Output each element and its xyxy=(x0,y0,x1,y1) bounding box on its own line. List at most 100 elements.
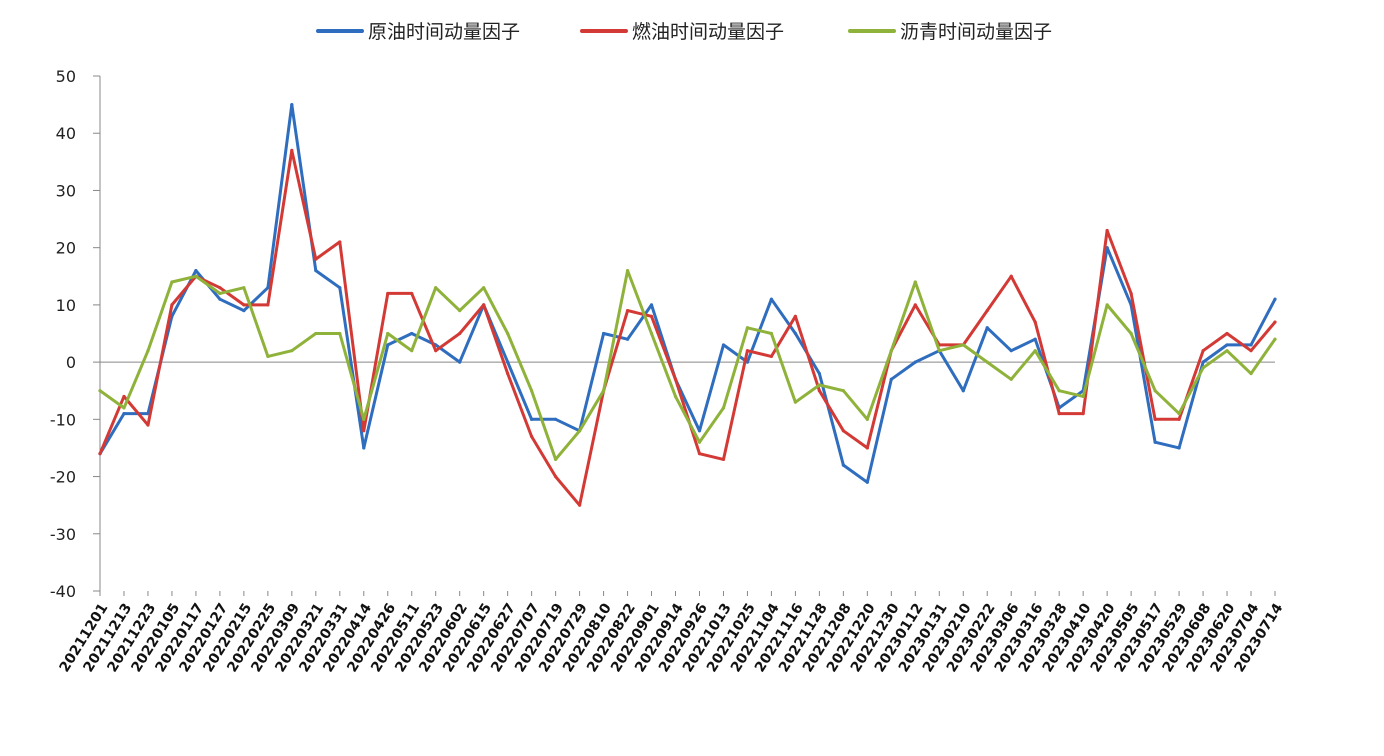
data-point xyxy=(1225,349,1229,353)
data-point xyxy=(913,280,917,284)
data-point xyxy=(985,309,989,313)
data-point xyxy=(745,349,750,353)
data-point xyxy=(1105,228,1109,233)
y-tick-label: 0 xyxy=(66,353,76,372)
data-point xyxy=(122,412,126,416)
data-point xyxy=(386,343,390,347)
data-point xyxy=(386,331,390,336)
data-point xyxy=(601,389,606,393)
data-point xyxy=(290,103,294,107)
data-point xyxy=(673,394,678,399)
data-point xyxy=(194,268,198,273)
y-tick-label: 50 xyxy=(56,67,76,86)
data-point xyxy=(410,349,414,353)
data-point xyxy=(1129,291,1133,296)
data-point xyxy=(1249,371,1253,376)
data-point xyxy=(793,400,798,404)
data-point xyxy=(482,303,486,307)
data-point xyxy=(1201,360,1205,364)
series-group xyxy=(98,103,1277,484)
data-point xyxy=(745,326,750,330)
data-point xyxy=(937,349,941,353)
data-point xyxy=(697,429,702,433)
data-point xyxy=(170,303,174,307)
data-point xyxy=(769,354,774,358)
data-point xyxy=(1057,389,1061,393)
data-point xyxy=(817,383,821,387)
data-point xyxy=(434,286,438,290)
data-point xyxy=(458,309,462,313)
data-point xyxy=(242,309,246,313)
y-tick-label: 10 xyxy=(56,296,76,315)
data-point xyxy=(218,286,222,290)
data-point xyxy=(1225,331,1229,336)
data-point xyxy=(98,389,102,393)
legend-item: 燃油时间动量因子 xyxy=(580,21,784,43)
data-point xyxy=(601,331,606,336)
data-point xyxy=(242,303,246,307)
data-point xyxy=(554,457,558,461)
data-point xyxy=(697,452,702,456)
data-point xyxy=(745,360,750,364)
data-point xyxy=(1057,412,1061,416)
y-tick-label: -40 xyxy=(50,582,76,601)
data-point xyxy=(242,286,246,290)
data-point xyxy=(1273,320,1277,324)
y-tick-label: -20 xyxy=(50,468,76,487)
data-point xyxy=(649,303,654,307)
data-point xyxy=(1129,331,1133,336)
data-point xyxy=(721,343,726,347)
y-tick-label: 40 xyxy=(56,124,76,143)
data-point xyxy=(1009,377,1013,381)
data-point xyxy=(697,440,702,444)
data-point xyxy=(889,377,893,381)
series-line xyxy=(98,103,1277,484)
data-point xyxy=(506,371,510,376)
data-point xyxy=(314,257,318,261)
data-point xyxy=(865,417,869,421)
data-point xyxy=(817,371,821,376)
data-point xyxy=(625,337,630,341)
legend-label: 原油时间动量因子 xyxy=(368,21,520,43)
data-point xyxy=(218,291,222,296)
legend-label: 沥青时间动量因子 xyxy=(900,21,1052,43)
data-point xyxy=(530,389,534,393)
data-point xyxy=(985,326,989,330)
data-point xyxy=(721,457,726,461)
data-point xyxy=(362,446,366,450)
data-point xyxy=(1249,349,1253,353)
data-point xyxy=(194,274,198,278)
data-point xyxy=(1105,303,1109,307)
data-point xyxy=(146,349,150,353)
series-line xyxy=(98,148,1277,507)
data-point xyxy=(554,417,558,421)
data-point xyxy=(793,331,798,336)
data-point xyxy=(530,434,534,439)
data-point xyxy=(362,429,366,433)
data-point xyxy=(793,314,798,318)
data-point xyxy=(961,389,965,393)
data-point xyxy=(1177,412,1181,416)
x-axis: 2021120120211213202112232022010520220117… xyxy=(57,361,1287,675)
data-point xyxy=(338,240,342,244)
data-point xyxy=(577,503,582,507)
y-tick-label: 20 xyxy=(56,239,76,258)
data-point xyxy=(1273,337,1277,341)
data-point xyxy=(434,349,438,353)
y-axis: 50 40 30 20 10 0 -10 -20 -30 -40 xyxy=(50,67,101,601)
data-point xyxy=(865,446,869,450)
data-point xyxy=(122,406,126,410)
data-point xyxy=(170,280,174,284)
data-point xyxy=(506,331,510,336)
legend-item: 原油时间动量因子 xyxy=(316,21,520,43)
data-point xyxy=(1009,349,1013,353)
data-point xyxy=(1153,440,1157,444)
data-point xyxy=(218,297,222,301)
data-point xyxy=(530,417,534,421)
data-point xyxy=(913,360,917,364)
data-point xyxy=(961,343,965,347)
data-point xyxy=(1201,349,1205,353)
data-point xyxy=(290,148,294,152)
y-tick-label: -30 xyxy=(50,525,76,544)
